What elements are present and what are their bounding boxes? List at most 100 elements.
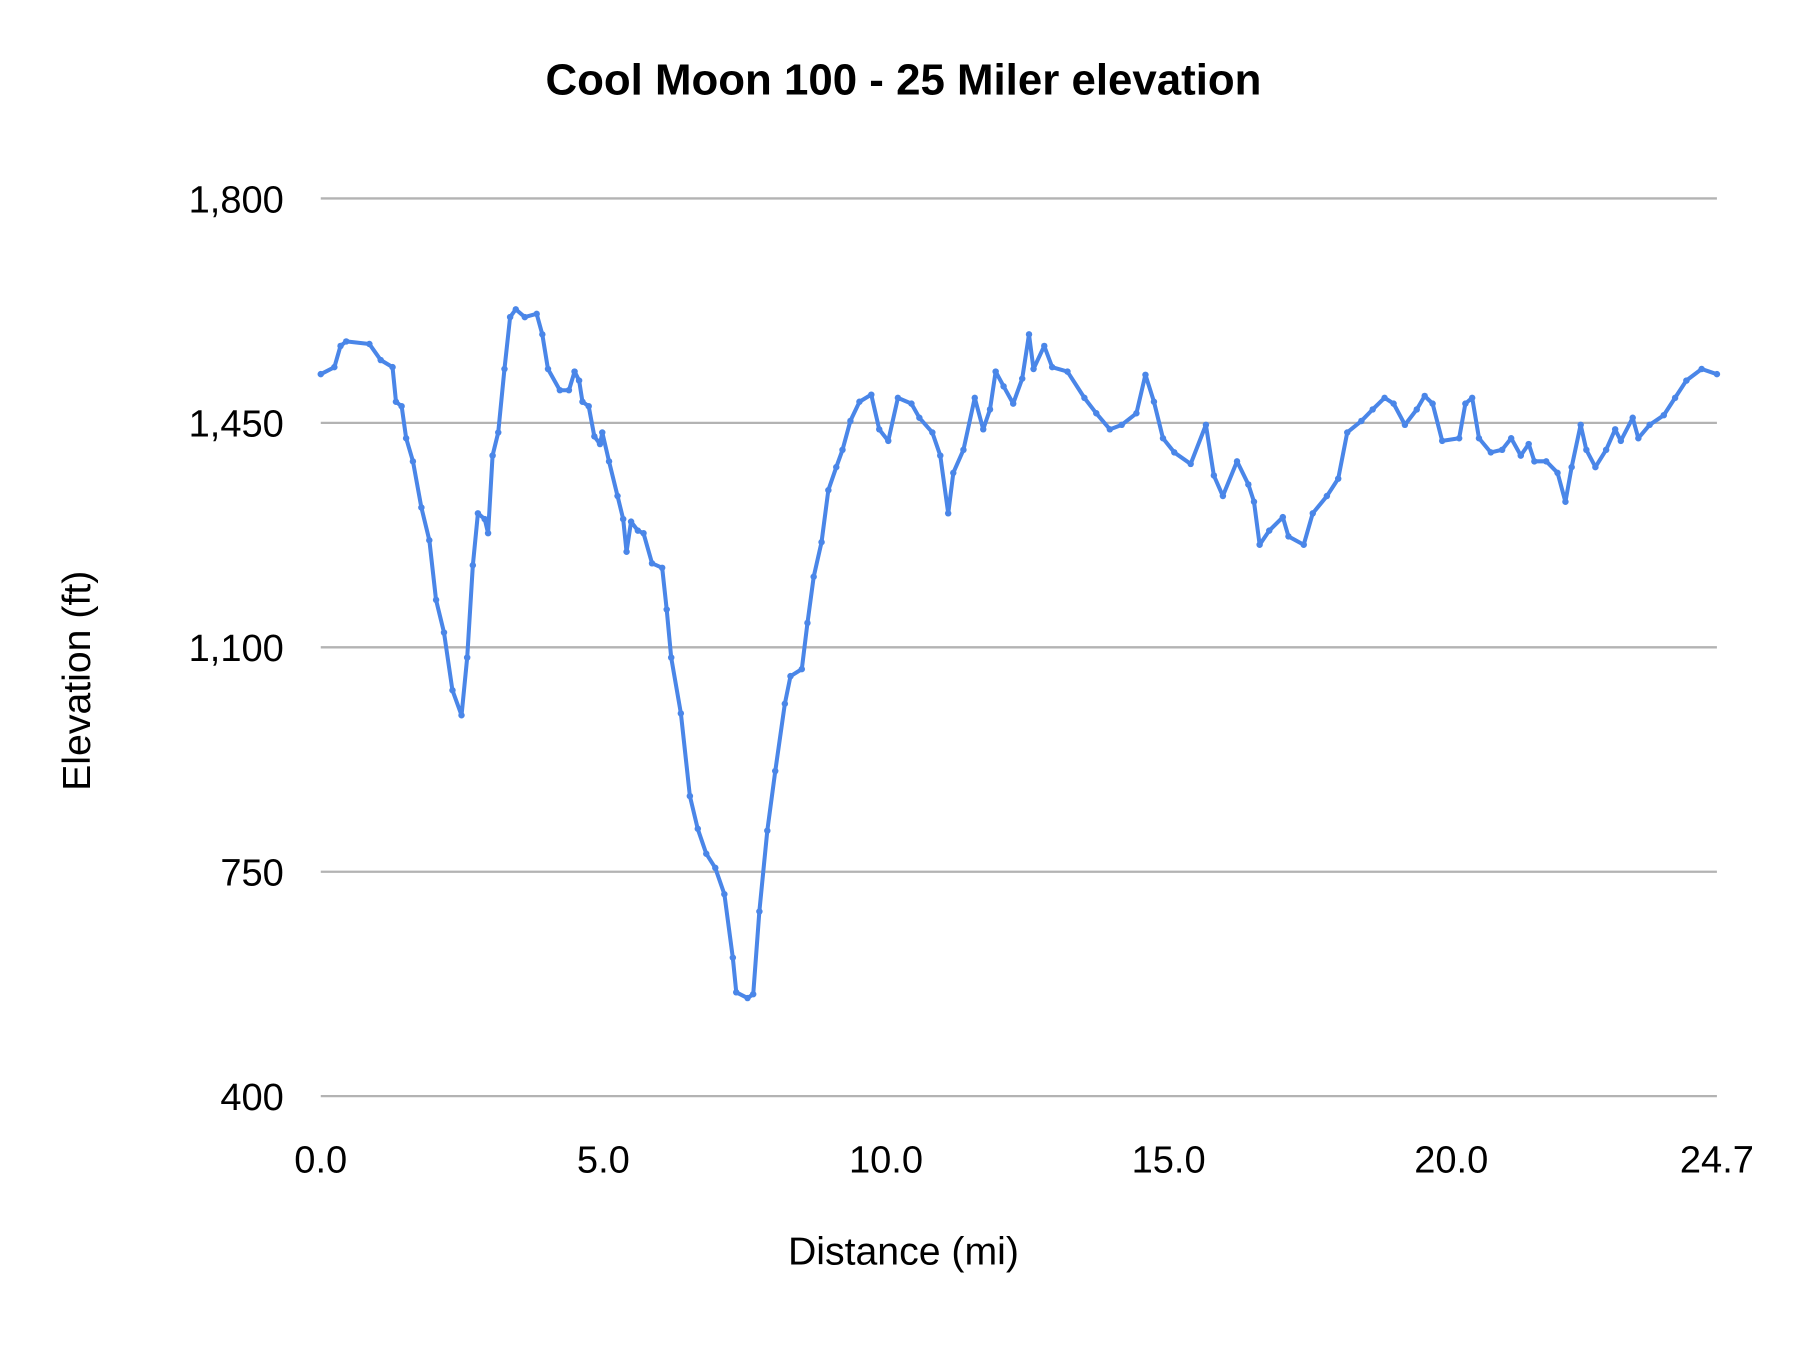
data-point bbox=[1344, 429, 1351, 436]
data-point bbox=[894, 394, 902, 402]
data-point bbox=[474, 510, 482, 517]
data-point bbox=[992, 368, 999, 375]
data-point bbox=[1009, 400, 1017, 407]
data-point bbox=[1323, 492, 1331, 500]
data-point bbox=[1592, 463, 1599, 471]
data-point bbox=[1150, 398, 1158, 405]
data-point bbox=[1507, 435, 1515, 442]
data-point bbox=[1106, 426, 1114, 433]
data-point bbox=[402, 435, 410, 442]
data-point bbox=[449, 687, 456, 694]
data-point bbox=[787, 672, 794, 680]
data-point bbox=[771, 767, 779, 775]
data-point bbox=[1646, 421, 1653, 429]
data-point bbox=[539, 331, 546, 338]
data-point bbox=[1635, 435, 1642, 442]
data-point bbox=[469, 562, 477, 569]
data-point bbox=[481, 515, 488, 523]
data-point bbox=[1245, 481, 1252, 488]
data-point bbox=[377, 356, 384, 364]
data-point bbox=[1048, 363, 1056, 371]
data-point bbox=[398, 402, 405, 410]
data-point bbox=[798, 665, 806, 673]
data-point bbox=[1369, 406, 1376, 413]
data-point bbox=[1629, 414, 1636, 421]
data-point bbox=[1554, 469, 1561, 477]
data-point bbox=[640, 529, 647, 537]
data-point bbox=[839, 446, 846, 454]
data-point bbox=[694, 825, 702, 833]
gridlines bbox=[320, 197, 1717, 1098]
data-point bbox=[1202, 421, 1210, 429]
data-point bbox=[1429, 400, 1436, 407]
data-point bbox=[596, 440, 604, 448]
data-point bbox=[1250, 498, 1258, 505]
data-point bbox=[389, 363, 396, 371]
data-point bbox=[686, 792, 694, 800]
data-point bbox=[1081, 394, 1088, 402]
data-point bbox=[1064, 368, 1071, 375]
data-point bbox=[366, 340, 373, 348]
data-point bbox=[533, 310, 540, 318]
data-point bbox=[804, 619, 811, 627]
x-tick-label: 15.0 bbox=[1132, 1139, 1206, 1181]
data-point bbox=[337, 342, 344, 350]
data-point bbox=[756, 908, 763, 915]
data-point bbox=[506, 313, 514, 321]
y-axis-label: Elevation (ft) bbox=[55, 571, 99, 791]
data-point bbox=[663, 606, 670, 613]
data-point bbox=[1611, 426, 1619, 433]
data-point bbox=[1562, 498, 1569, 505]
data-point bbox=[971, 394, 978, 402]
data-point bbox=[599, 429, 606, 436]
data-point bbox=[1487, 449, 1495, 456]
data-point bbox=[1390, 400, 1397, 407]
y-tick-label: 1,100 bbox=[189, 628, 284, 670]
x-axis-ticks: 0.0 5.0 10.0 15.0 20.0 24.7 bbox=[294, 1139, 1754, 1181]
data-point bbox=[944, 510, 952, 517]
data-point bbox=[634, 527, 642, 534]
data-point bbox=[571, 368, 578, 375]
data-point bbox=[648, 560, 656, 567]
data-point bbox=[810, 573, 817, 581]
data-point bbox=[521, 313, 529, 321]
data-point bbox=[484, 529, 492, 537]
data-point bbox=[677, 710, 685, 717]
data-point bbox=[1381, 394, 1388, 402]
data-point bbox=[825, 486, 832, 494]
data-point bbox=[1525, 440, 1532, 448]
data-point bbox=[1118, 421, 1125, 429]
data-point bbox=[1475, 435, 1483, 442]
y-axis-ticks: 400 750 1,100 1,450 1,800 bbox=[189, 179, 284, 1119]
chart-title: Cool Moon 100 - 25 Miler elevation bbox=[545, 56, 1261, 105]
data-point bbox=[1698, 365, 1705, 373]
data-point bbox=[409, 458, 417, 465]
data-point bbox=[1517, 452, 1525, 459]
y-tick-label: 750 bbox=[220, 853, 284, 895]
data-point bbox=[1455, 435, 1463, 442]
data-point bbox=[764, 827, 771, 834]
data-point bbox=[575, 377, 583, 384]
x-axis-label: Distance (mi) bbox=[788, 1230, 1019, 1274]
data-point bbox=[818, 538, 825, 546]
data-point bbox=[495, 429, 502, 436]
y-tick-label: 1,800 bbox=[189, 179, 284, 221]
data-point bbox=[556, 386, 564, 394]
data-point bbox=[1568, 463, 1575, 471]
data-point bbox=[619, 515, 627, 523]
data-point bbox=[1187, 460, 1194, 468]
data-point bbox=[1358, 417, 1365, 425]
data-point bbox=[856, 398, 863, 405]
data-point bbox=[1401, 421, 1409, 429]
data-point bbox=[1671, 394, 1679, 402]
data-point bbox=[950, 469, 957, 477]
data-point bbox=[1421, 392, 1428, 400]
data-point bbox=[1019, 375, 1026, 382]
data-point bbox=[458, 712, 465, 719]
data-point bbox=[1025, 331, 1033, 338]
data-point bbox=[1219, 492, 1227, 500]
data-point bbox=[667, 654, 675, 661]
data-point bbox=[426, 536, 433, 544]
data-point bbox=[1210, 472, 1218, 479]
data-point bbox=[986, 406, 994, 413]
